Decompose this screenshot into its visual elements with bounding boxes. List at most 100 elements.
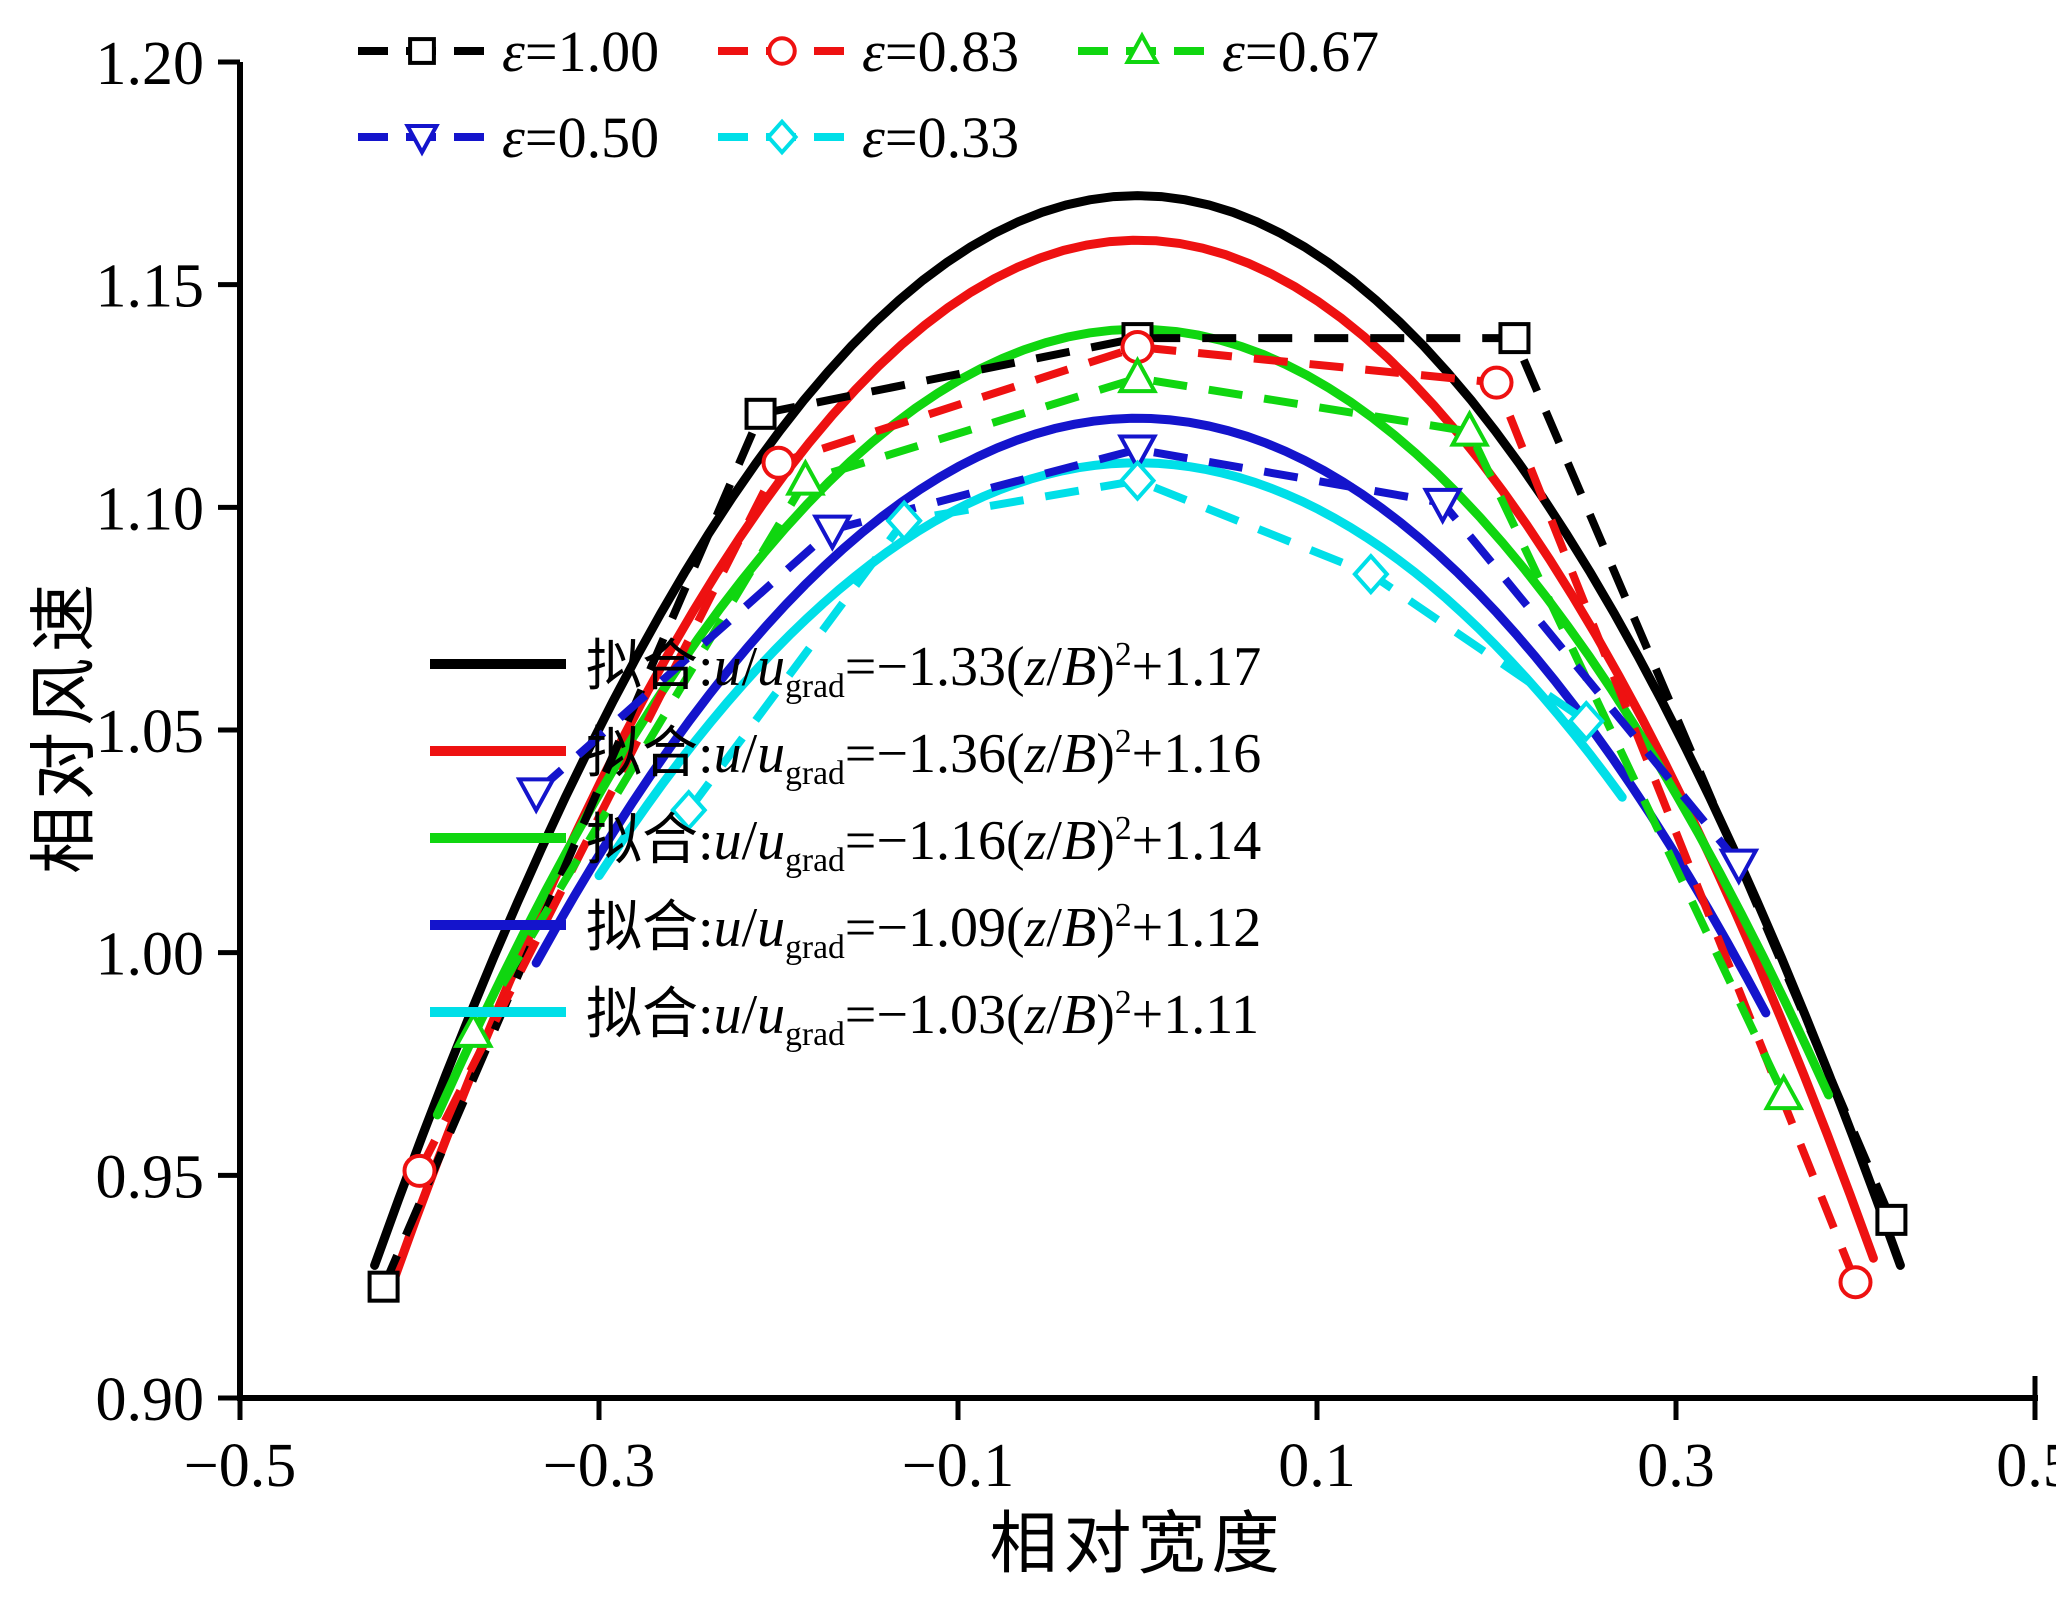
text-segment: ) [1096,810,1115,873]
fit-legend-row-fit-1.00: 拟合:u/ugrad=−1.33(z/B)2+1.17 [428,620,1261,707]
text-segment: ) [1096,723,1115,786]
text-segment: =−1.16( [844,810,1025,873]
diamond-marker-icon [1118,459,1157,502]
text-segment: u [757,810,786,873]
text-segment: / [741,636,758,699]
triangle-down-marker-icon [1422,487,1464,526]
y-tick-label: 0.90 [96,1366,205,1434]
text-segment: / [741,810,758,873]
text-segment: +1.16 [1131,723,1262,786]
text-segment: z [1024,810,1047,873]
text-segment: u [713,636,742,699]
triangle-up-marker-icon [1763,1073,1805,1111]
triangle-down-marker-icon [1117,434,1158,472]
fit-equation: 拟合:u/ugrad=−1.16(z/B)2+1.14 [586,795,1261,880]
text-segment: z [1024,723,1047,786]
text-segment: 2 [1114,896,1132,934]
text-segment: / [741,897,758,960]
fit-curve-fit-0.50 [531,413,1771,1018]
triangle-up-marker-icon [452,1010,494,1048]
triangle-up-marker-icon [785,458,826,496]
text-segment: 拟合: [586,810,714,873]
y-tick-label: 1.20 [96,30,205,98]
legend-label: ε=0.50 [502,104,659,171]
text-segment: =−1.03( [844,984,1025,1047]
text-segment: u [713,897,742,960]
text-segment: =−1.09( [844,897,1025,960]
text-segment: 2 [1114,809,1132,847]
text-segment: / [741,984,758,1047]
x-tick-label: −0.1 [902,1432,1014,1500]
fit-curve-fit-0.83 [388,235,1878,1288]
text-segment: u [757,897,786,960]
square-marker-icon [367,1270,400,1303]
text-segment: 2 [1114,722,1132,760]
text-segment: / [1046,723,1062,786]
legend-label: ε=0.67 [1222,18,1379,85]
fit-equations-legend: 拟合:u/ugrad=−1.33(z/B)2+1.17 拟合:u/ugrad=−1… [428,620,1261,1055]
circle-marker-icon [767,36,797,66]
text-segment: B [1061,810,1097,873]
text-segment: u [757,723,786,786]
fit-legend-row-fit-0.67: 拟合:u/ugrad=−1.16(z/B)2+1.14 [428,794,1261,881]
text-segment: =−1.36( [844,723,1025,786]
text-segment: 拟合: [586,897,714,960]
circle-marker-icon [761,445,796,480]
text-segment: z [1024,636,1047,699]
legend-swatch [358,123,486,157]
legend-entry-epsilon-1.00: ε=1.00 [356,8,716,94]
fit-swatch [430,832,566,843]
triangle-up-marker-icon [1124,31,1160,65]
text-segment: grad [785,754,845,792]
diamond-marker-icon [885,499,923,542]
diamond-marker-icon [765,118,799,156]
y-axis-label: 相对风速 [26,577,103,875]
text-segment: ε [502,18,525,84]
text-segment: =0.67 [1244,18,1380,84]
fit-curve-fit-1.00 [370,191,1905,1270]
diamond-marker-icon [1352,553,1390,596]
text-segment: / [1046,810,1062,873]
legend-swatch [718,36,846,66]
legend-label: ε=1.00 [502,18,659,85]
fit-equation: 拟合:u/ugrad=−1.33(z/B)2+1.17 [586,621,1261,706]
data-line-epsilon-0.83 [415,343,1860,1284]
legend-swatch [358,37,486,65]
text-segment: / [741,723,758,786]
text-segment: z [1024,984,1047,1047]
text-segment: =1.00 [524,18,660,84]
text-segment: +1.12 [1131,897,1262,960]
triangle-down-marker-icon [1718,848,1760,886]
data-line-epsilon-0.33 [685,476,1589,813]
legend-entry-epsilon-0.50: ε=0.50 [356,94,716,180]
circle-marker-icon [402,1153,437,1188]
legend-label: ε=0.83 [862,18,1019,85]
text-segment: u [713,723,742,786]
text-segment: 拟合: [586,636,714,699]
fit-swatch [430,919,566,930]
text-segment: ) [1096,897,1115,960]
square-marker-icon [1498,322,1531,355]
fit-equation: 拟合:u/ugrad=−1.09(z/B)2+1.12 [586,882,1261,967]
triangle-down-marker-icon [515,777,557,815]
text-segment: B [1061,897,1097,960]
square-marker-icon [1875,1203,1908,1236]
triangle-up-marker-icon [1117,356,1158,394]
circle-marker-icon [1838,1265,1873,1300]
fit-equation: 拟合:u/ugrad=−1.36(z/B)2+1.16 [586,708,1261,793]
legend-entry-epsilon-0.83: ε=0.83 [716,8,1076,94]
x-axis-label: 相对宽度 [989,1506,1286,1582]
text-segment: / [1046,984,1062,1047]
text-segment: +1.17 [1131,636,1262,699]
text-segment: u [713,810,742,873]
fit-legend-row-fit-0.50: 拟合:u/ugrad=−1.09(z/B)2+1.12 [428,881,1261,968]
triangle-up-marker-icon [1449,409,1490,447]
x-tick-label: 0.3 [1637,1432,1715,1500]
diamond-marker-icon [670,789,708,832]
y-tick-label: 1.15 [96,253,205,321]
fit-swatch [430,658,566,669]
text-segment: ε [502,104,525,170]
series-legend: ε=1.00 ε=0.83 ε=0.67 ε=0.50 ε=0.33 [356,8,1536,180]
fit-swatch [430,1006,566,1017]
